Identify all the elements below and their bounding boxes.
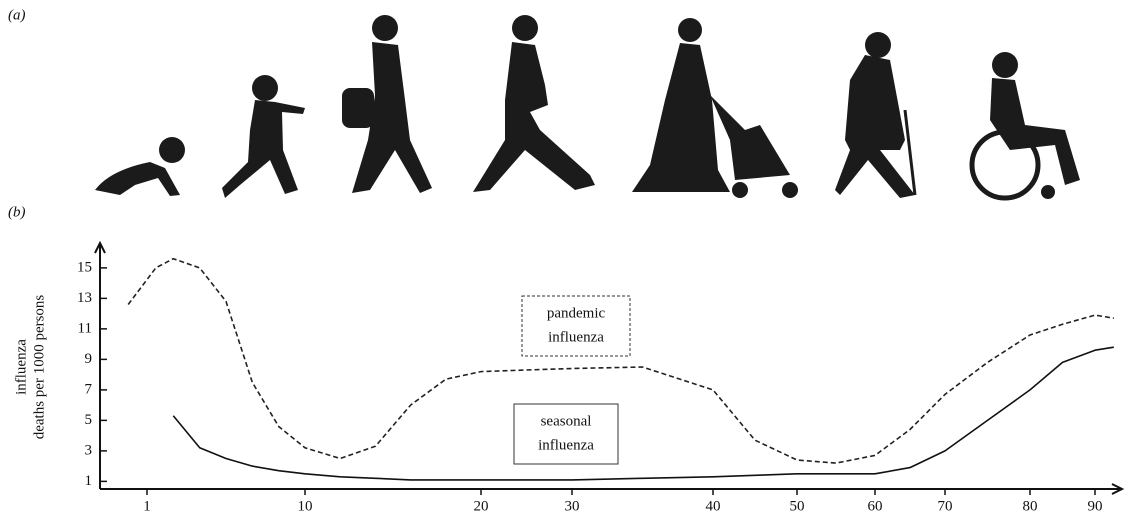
y-tick-label: 11 (78, 320, 92, 336)
y-tick-label: 15 (77, 259, 92, 275)
x-tick-label: 50 (790, 498, 805, 514)
x-tick-label: 20 (474, 498, 489, 514)
y-axis-label: deaths per 1000 persons (31, 295, 47, 440)
x-tick-label: 90 (1088, 498, 1103, 514)
silhouettes (95, 15, 1080, 199)
annotation-text: pandemic (547, 305, 606, 321)
x-tick-label: 70 (938, 498, 953, 514)
x-tick-label: 60 (868, 498, 883, 514)
annotation-text: influenza (548, 329, 604, 345)
annotation-text: seasonal (541, 413, 592, 429)
y-tick-label: 9 (85, 351, 93, 367)
figure: (a) (b) 135791113151102030405060708090in… (0, 0, 1128, 520)
y-tick-label: 13 (77, 290, 92, 306)
annotation-text: influenza (538, 437, 594, 453)
y-tick-label: 1 (85, 473, 93, 489)
x-tick-label: 1 (143, 498, 151, 514)
y-tick-label: 5 (85, 412, 93, 428)
x-tick-label: 40 (706, 498, 721, 514)
x-tick-label: 10 (298, 498, 313, 514)
panel-label: (a) (8, 7, 26, 23)
y-tick-label: 7 (85, 381, 93, 397)
y-tick-label: 3 (85, 442, 93, 458)
series-line (128, 259, 1114, 463)
x-tick-label: 30 (565, 498, 580, 514)
x-tick-label: 80 (1023, 498, 1038, 514)
panel-label: (b) (8, 204, 26, 220)
series-line (173, 347, 1114, 480)
y-axis-label: influenza (13, 339, 29, 395)
